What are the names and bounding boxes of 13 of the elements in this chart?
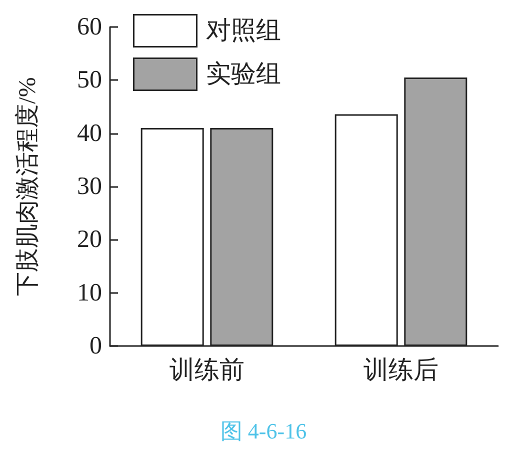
y-tick-label: 60 bbox=[77, 14, 102, 40]
caption: 图 4-6-16 bbox=[220, 418, 307, 444]
x-tick-label: 训练后 bbox=[364, 357, 438, 384]
legend-label: 对照组 bbox=[206, 17, 281, 44]
legend-label: 实验组 bbox=[206, 60, 281, 88]
y-tick-label: 0 bbox=[90, 332, 102, 360]
y-tick-label: 10 bbox=[77, 279, 102, 306]
y-tick-label: 20 bbox=[77, 226, 102, 254]
y-tick-label: 30 bbox=[77, 173, 102, 200]
y-tick-label: 50 bbox=[77, 66, 102, 94]
y-tick-label: 40 bbox=[77, 120, 102, 147]
x-tick-label: 训练前 bbox=[170, 357, 244, 384]
y-axis-title: 下肢肌肉激活程度/% bbox=[14, 77, 41, 296]
